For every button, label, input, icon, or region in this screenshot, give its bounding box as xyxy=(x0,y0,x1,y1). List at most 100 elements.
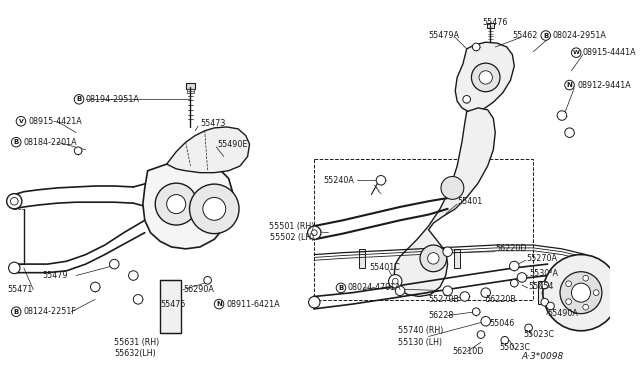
Circle shape xyxy=(460,292,470,301)
Circle shape xyxy=(8,262,20,274)
Text: 55632(LH): 55632(LH) xyxy=(115,349,156,358)
Circle shape xyxy=(12,137,21,147)
Text: 08194-2951A: 08194-2951A xyxy=(86,95,140,104)
Circle shape xyxy=(308,296,320,308)
Circle shape xyxy=(166,195,186,214)
Circle shape xyxy=(90,282,100,292)
Circle shape xyxy=(511,279,518,287)
Text: 55479: 55479 xyxy=(43,271,68,280)
Circle shape xyxy=(204,276,211,284)
Bar xyxy=(406,249,412,268)
Text: 08912-9441A: 08912-9441A xyxy=(577,81,631,90)
Circle shape xyxy=(129,271,138,280)
Bar xyxy=(454,249,460,268)
Circle shape xyxy=(109,259,119,269)
Text: B: B xyxy=(339,285,344,291)
Circle shape xyxy=(472,308,480,315)
Text: B: B xyxy=(76,96,82,102)
Circle shape xyxy=(560,272,602,314)
Polygon shape xyxy=(143,161,234,249)
Text: 08024-4701A: 08024-4701A xyxy=(348,283,401,292)
Bar xyxy=(486,23,494,28)
Text: 55502 (LH): 55502 (LH) xyxy=(270,233,314,242)
Text: A·3*0098: A·3*0098 xyxy=(522,352,564,361)
Text: 55471: 55471 xyxy=(8,285,33,294)
Circle shape xyxy=(557,111,566,120)
Circle shape xyxy=(583,304,589,310)
Text: 55270A: 55270A xyxy=(527,254,557,263)
Circle shape xyxy=(572,48,581,57)
Circle shape xyxy=(541,281,548,289)
Text: 55501 (RH): 55501 (RH) xyxy=(269,221,314,231)
Text: 55401C: 55401C xyxy=(369,263,401,272)
Circle shape xyxy=(566,281,572,286)
Circle shape xyxy=(156,183,197,225)
Text: V: V xyxy=(19,119,24,124)
Text: 56210D: 56210D xyxy=(452,347,484,356)
Circle shape xyxy=(12,307,21,317)
Text: 55462: 55462 xyxy=(513,31,538,40)
Bar xyxy=(538,281,550,304)
Circle shape xyxy=(420,245,447,272)
Bar xyxy=(359,249,365,268)
Text: 08915-4441A: 08915-4441A xyxy=(583,48,637,57)
Text: B: B xyxy=(13,139,19,145)
Bar xyxy=(160,280,181,333)
Text: 55023C: 55023C xyxy=(499,343,530,352)
Circle shape xyxy=(572,283,591,302)
Text: 55046: 55046 xyxy=(490,319,515,328)
Circle shape xyxy=(10,198,18,205)
Circle shape xyxy=(396,286,404,295)
Text: 55240A: 55240A xyxy=(324,176,355,185)
Text: 55476: 55476 xyxy=(483,18,508,27)
Circle shape xyxy=(441,176,464,199)
Circle shape xyxy=(308,226,321,239)
Circle shape xyxy=(376,176,386,185)
Bar xyxy=(186,83,195,89)
Text: B: B xyxy=(13,309,19,315)
Text: 08911-6421A: 08911-6421A xyxy=(227,299,280,309)
Circle shape xyxy=(312,230,317,235)
Circle shape xyxy=(472,43,480,51)
Text: 08024-2951A: 08024-2951A xyxy=(552,31,606,40)
Text: N: N xyxy=(216,301,222,307)
Text: 56228: 56228 xyxy=(429,311,454,320)
Circle shape xyxy=(203,198,226,220)
Circle shape xyxy=(593,290,599,295)
Text: 55490E: 55490E xyxy=(217,140,248,148)
Text: 08184-2201A: 08184-2201A xyxy=(24,138,77,147)
Circle shape xyxy=(443,286,452,295)
Circle shape xyxy=(479,71,492,84)
Circle shape xyxy=(428,253,439,264)
Circle shape xyxy=(392,278,398,284)
Text: 55490A: 55490A xyxy=(548,309,579,318)
Text: 08915-4421A: 08915-4421A xyxy=(29,117,83,126)
Circle shape xyxy=(189,184,239,234)
Polygon shape xyxy=(394,108,495,296)
Text: 55740 (RH): 55740 (RH) xyxy=(398,326,444,335)
Circle shape xyxy=(16,116,26,126)
Text: 55270B: 55270B xyxy=(429,295,460,304)
Circle shape xyxy=(472,63,500,92)
Circle shape xyxy=(517,273,527,282)
Polygon shape xyxy=(455,42,515,112)
Circle shape xyxy=(525,324,532,332)
Text: 5530²A: 5530²A xyxy=(529,269,559,278)
Circle shape xyxy=(6,193,22,209)
Circle shape xyxy=(477,331,484,339)
Text: 08124-2251F: 08124-2251F xyxy=(24,307,77,316)
Circle shape xyxy=(547,302,554,310)
Bar xyxy=(314,159,533,300)
Text: 55631 (RH): 55631 (RH) xyxy=(115,338,159,347)
Text: 55054: 55054 xyxy=(529,282,554,291)
Circle shape xyxy=(481,288,490,298)
Circle shape xyxy=(564,128,574,137)
Text: N: N xyxy=(566,82,572,88)
Circle shape xyxy=(481,317,490,326)
Bar xyxy=(187,89,195,93)
Text: 55475: 55475 xyxy=(160,299,186,309)
Circle shape xyxy=(501,337,509,344)
Text: 56220B: 56220B xyxy=(486,295,516,304)
Circle shape xyxy=(509,261,519,271)
Polygon shape xyxy=(166,127,250,173)
